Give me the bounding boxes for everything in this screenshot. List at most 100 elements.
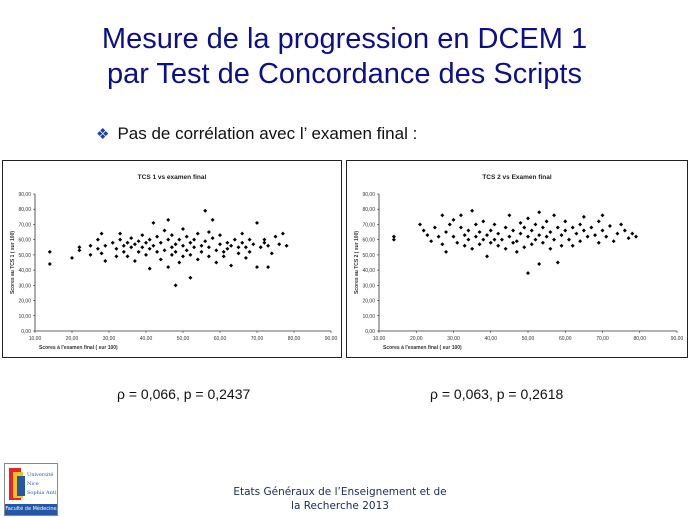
data-point bbox=[466, 228, 471, 233]
data-point bbox=[214, 248, 219, 253]
data-point bbox=[533, 222, 538, 227]
title-line-1: Mesure de la progression en DCEM 1 bbox=[101, 23, 588, 55]
data-point bbox=[273, 234, 278, 239]
data-point bbox=[417, 222, 422, 227]
data-point bbox=[155, 249, 160, 254]
data-point bbox=[596, 240, 601, 245]
data-point bbox=[488, 228, 493, 233]
data-point bbox=[169, 252, 174, 257]
data-point bbox=[129, 236, 134, 241]
scatter-chart-tcs1-svg: TCS 1 vs examen final0,0010,0020,0030,00… bbox=[10, 174, 338, 351]
data-point bbox=[578, 239, 583, 244]
data-point bbox=[529, 228, 534, 233]
data-point bbox=[136, 249, 141, 254]
data-point bbox=[421, 228, 426, 233]
scatter-chart-tcs2-svg: TCS 2 vs Examen final0,0010,0020,0030,00… bbox=[354, 174, 683, 351]
data-point bbox=[537, 210, 542, 215]
data-point bbox=[496, 243, 501, 248]
data-point bbox=[144, 240, 148, 245]
data-point bbox=[526, 216, 530, 221]
data-point bbox=[555, 260, 560, 265]
data-point bbox=[129, 245, 134, 250]
data-point bbox=[458, 225, 463, 230]
data-point bbox=[125, 254, 130, 259]
y-tick-label: 80,00 bbox=[362, 207, 375, 213]
x-tick-label: 80,00 bbox=[633, 336, 646, 342]
data-point bbox=[181, 227, 185, 231]
data-point bbox=[481, 237, 486, 242]
bullet-point: ❖ Pas de corrélation avec l’ examen final… bbox=[96, 124, 417, 144]
y-tick-label: 10,00 bbox=[18, 314, 31, 320]
data-point bbox=[240, 231, 245, 236]
data-point bbox=[225, 240, 230, 245]
data-point bbox=[559, 233, 564, 238]
title-line-2: par Test de Concordance des Scripts bbox=[106, 58, 582, 90]
y-tick-label: 40,00 bbox=[362, 268, 375, 274]
x-tick-label: 90,00 bbox=[325, 336, 338, 342]
data-point bbox=[140, 233, 145, 238]
y-tick-label: 60,00 bbox=[362, 238, 375, 244]
y-tick-label: 20,00 bbox=[362, 299, 375, 305]
data-point bbox=[147, 246, 152, 251]
data-point bbox=[88, 243, 93, 248]
data-point bbox=[229, 243, 234, 248]
data-point bbox=[518, 231, 523, 236]
y-tick-label: 90,00 bbox=[362, 192, 375, 198]
data-point bbox=[432, 225, 437, 230]
data-point bbox=[229, 263, 234, 268]
data-point bbox=[114, 246, 119, 251]
data-point bbox=[548, 246, 553, 251]
data-point bbox=[255, 220, 259, 225]
y-tick-label: 0,00 bbox=[365, 329, 375, 335]
data-point bbox=[529, 242, 534, 247]
data-point bbox=[444, 230, 449, 235]
data-point bbox=[218, 242, 222, 247]
data-point bbox=[607, 223, 612, 228]
data-point bbox=[533, 237, 538, 242]
data-point bbox=[570, 243, 575, 248]
svg-text:Nice: Nice bbox=[27, 481, 39, 487]
data-point bbox=[114, 254, 119, 259]
data-point bbox=[70, 255, 74, 260]
data-point bbox=[447, 222, 452, 227]
y-tick-label: 70,00 bbox=[18, 222, 31, 228]
x-tick-label: 40,00 bbox=[484, 336, 497, 342]
data-point bbox=[184, 234, 189, 239]
data-point bbox=[473, 234, 478, 239]
footer-line-2: la Recherche 2013 bbox=[291, 500, 389, 512]
scatter-chart-tcs1: TCS 1 vs examen final 0,00 10,00 20,00 30,00… bbox=[2, 160, 342, 358]
data-point bbox=[99, 251, 104, 256]
y-tick-label: 90,00 bbox=[18, 192, 31, 198]
data-point bbox=[173, 249, 178, 254]
data-point bbox=[225, 246, 230, 251]
x-tick-label: 70,00 bbox=[596, 336, 609, 342]
data-point bbox=[514, 249, 519, 254]
data-point bbox=[47, 262, 52, 267]
data-point bbox=[481, 219, 486, 224]
data-point bbox=[615, 231, 620, 236]
data-point bbox=[266, 265, 271, 270]
data-point bbox=[559, 243, 564, 248]
data-point bbox=[444, 249, 449, 254]
data-point bbox=[604, 234, 609, 239]
svg-text:Sophia Antipolis: Sophia Antipolis bbox=[27, 490, 57, 496]
data-point bbox=[221, 254, 226, 259]
data-point bbox=[440, 213, 445, 218]
data-point bbox=[578, 222, 583, 227]
data-point bbox=[258, 245, 263, 250]
data-point bbox=[243, 245, 248, 250]
data-point bbox=[485, 254, 490, 259]
university-logo: Université Nice Sophia Antipolis Faculté… bbox=[4, 463, 58, 516]
y-tick-label: 10,00 bbox=[362, 314, 375, 320]
data-point bbox=[166, 265, 171, 270]
data-point bbox=[240, 240, 245, 245]
data-point bbox=[203, 239, 208, 244]
data-point bbox=[492, 237, 497, 242]
x-tick-label: 10,00 bbox=[29, 336, 42, 342]
data-point bbox=[611, 239, 616, 244]
data-point bbox=[269, 251, 274, 256]
data-point bbox=[47, 249, 52, 254]
data-point bbox=[619, 222, 624, 227]
y-axis-label: Scores au TCS 2 ( sur 100) bbox=[354, 231, 360, 294]
data-point bbox=[544, 234, 549, 239]
